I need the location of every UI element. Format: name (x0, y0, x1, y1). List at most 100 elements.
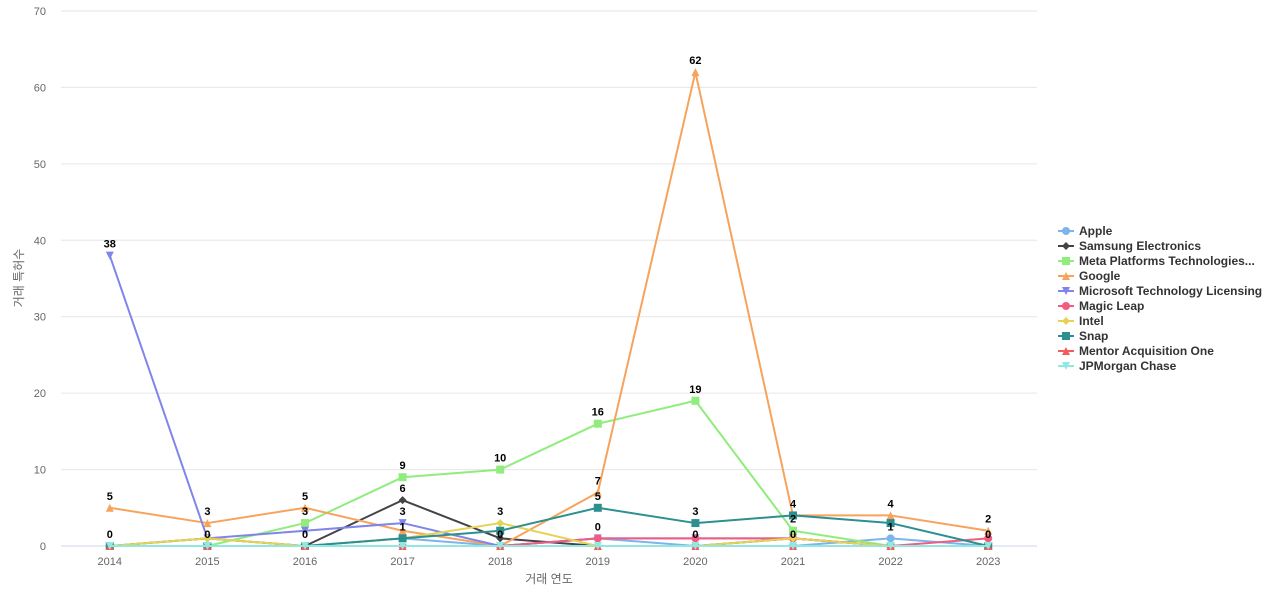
legend-marker-shape (1062, 301, 1070, 310)
legend-item[interactable]: Microsoft Technology Licensing (1058, 283, 1262, 298)
data-point[interactable] (105, 251, 114, 260)
legend-marker-shape (1062, 361, 1070, 370)
data-label: 1 (400, 521, 406, 533)
data-point[interactable] (789, 542, 797, 550)
x-tick-label: 2020 (683, 556, 707, 568)
legend-marker-icon (1058, 286, 1074, 295)
legend-marker-shape (1062, 241, 1070, 250)
data-point[interactable] (398, 496, 407, 505)
legend-item[interactable]: Magic Leap (1058, 298, 1262, 313)
data-point[interactable] (691, 519, 700, 528)
y-axis-title: 거래 특허수 (12, 249, 26, 308)
legend-marker-icon (1058, 226, 1074, 235)
legend-item[interactable]: Intel (1058, 313, 1262, 328)
data-point[interactable] (984, 542, 993, 550)
data-label: 0 (985, 529, 991, 541)
data-label: 19 (689, 384, 701, 396)
legend-label: Intel (1079, 313, 1104, 328)
data-point[interactable] (593, 534, 602, 543)
data-label: 5 (595, 491, 601, 503)
data-point[interactable] (203, 534, 212, 543)
data-point[interactable] (301, 542, 309, 550)
data-point[interactable] (789, 534, 797, 543)
data-point[interactable] (398, 542, 407, 550)
data-point[interactable] (789, 511, 797, 520)
legend-item[interactable]: Samsung Electronics (1058, 238, 1262, 253)
data-label: 5 (302, 491, 308, 503)
data-label: 3 (497, 506, 503, 518)
legend-label: Snap (1079, 328, 1109, 343)
x-tick-label: 2023 (976, 556, 1000, 568)
legend-item[interactable]: Mentor Acquisition One (1058, 343, 1262, 358)
data-point[interactable] (301, 519, 309, 528)
series-line-meta-platforms-technologies[interactable] (109, 399, 989, 547)
data-label: 16 (592, 407, 604, 419)
y-tick-label: 20 (34, 388, 46, 400)
data-point[interactable] (496, 534, 505, 543)
data-point[interactable] (105, 542, 114, 550)
x-tick-label: 2014 (98, 556, 122, 568)
legend-marker-icon (1058, 256, 1074, 265)
x-tick-label: 2015 (195, 556, 219, 568)
x-axis-title: 거래 연도 (525, 572, 573, 586)
x-tick-label: 2021 (781, 556, 805, 568)
data-point[interactable] (496, 465, 505, 474)
data-point[interactable] (398, 519, 407, 528)
series-line-microsoft-technology-licensing[interactable] (108, 255, 989, 547)
data-point[interactable] (789, 526, 797, 535)
data-point[interactable] (691, 68, 700, 77)
legend-marker-icon (1058, 361, 1074, 370)
series-line-intel[interactable] (109, 522, 989, 547)
series-meta-platforms-technologies (105, 396, 993, 550)
data-point[interactable] (886, 542, 895, 550)
data-point[interactable] (203, 542, 212, 550)
x-tick-label: 2022 (878, 556, 902, 568)
legend-marker-shape (1062, 226, 1070, 235)
legend-label: Samsung Electronics (1079, 238, 1202, 253)
legend-item[interactable]: Apple (1058, 223, 1262, 238)
y-tick-label: 30 (34, 312, 46, 324)
data-label: 3 (302, 506, 308, 518)
y-tick-label: 60 (34, 82, 46, 94)
legend-label: Magic Leap (1079, 298, 1145, 313)
data-point[interactable] (984, 534, 993, 543)
data-point[interactable] (886, 519, 895, 528)
series-google (105, 68, 993, 550)
data-point[interactable] (593, 419, 602, 428)
series-line-magic-leap[interactable] (109, 537, 989, 547)
data-point[interactable] (691, 542, 700, 550)
data-point[interactable] (496, 526, 505, 535)
data-point[interactable] (301, 526, 309, 535)
data-point[interactable] (105, 503, 114, 512)
data-point[interactable] (984, 526, 993, 535)
legend-marker-shape (1062, 346, 1070, 355)
legend-item[interactable]: Google (1058, 268, 1262, 283)
data-point[interactable] (593, 503, 602, 512)
series-lines (105, 68, 993, 550)
data-point[interactable] (691, 396, 700, 405)
data-label: 1 (888, 521, 894, 533)
data-point[interactable] (496, 519, 505, 528)
data-point[interactable] (593, 488, 602, 497)
series-line-samsung-electronics[interactable] (109, 499, 989, 547)
data-point[interactable] (203, 519, 212, 528)
data-point[interactable] (691, 534, 700, 543)
data-label: 4 (888, 498, 895, 510)
data-point[interactable] (886, 511, 895, 520)
data-point[interactable] (301, 503, 309, 512)
series-line-google[interactable] (109, 71, 989, 547)
legend-label: Google (1079, 268, 1121, 283)
data-point[interactable] (398, 526, 407, 535)
data-point[interactable] (886, 534, 895, 543)
data-point[interactable] (398, 473, 407, 482)
data-label: 0 (595, 521, 601, 533)
data-label: 3 (692, 506, 698, 518)
data-point[interactable] (398, 534, 407, 543)
legend-item[interactable]: Snap (1058, 328, 1262, 343)
legend: Apple Samsung Electronics Meta Platforms T… (1058, 223, 1262, 373)
data-point[interactable] (496, 542, 505, 550)
legend-item[interactable]: Meta Platforms Technologies... (1058, 253, 1262, 268)
data-point[interactable] (593, 542, 602, 550)
legend-item[interactable]: JPMorgan Chase (1058, 358, 1262, 373)
